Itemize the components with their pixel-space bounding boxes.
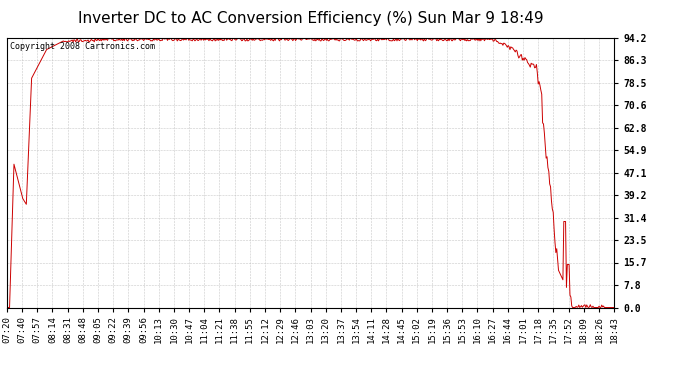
Text: Inverter DC to AC Conversion Efficiency (%) Sun Mar 9 18:49: Inverter DC to AC Conversion Efficiency … <box>78 11 543 26</box>
Text: Copyright 2008 Cartronics.com: Copyright 2008 Cartronics.com <box>10 42 155 51</box>
